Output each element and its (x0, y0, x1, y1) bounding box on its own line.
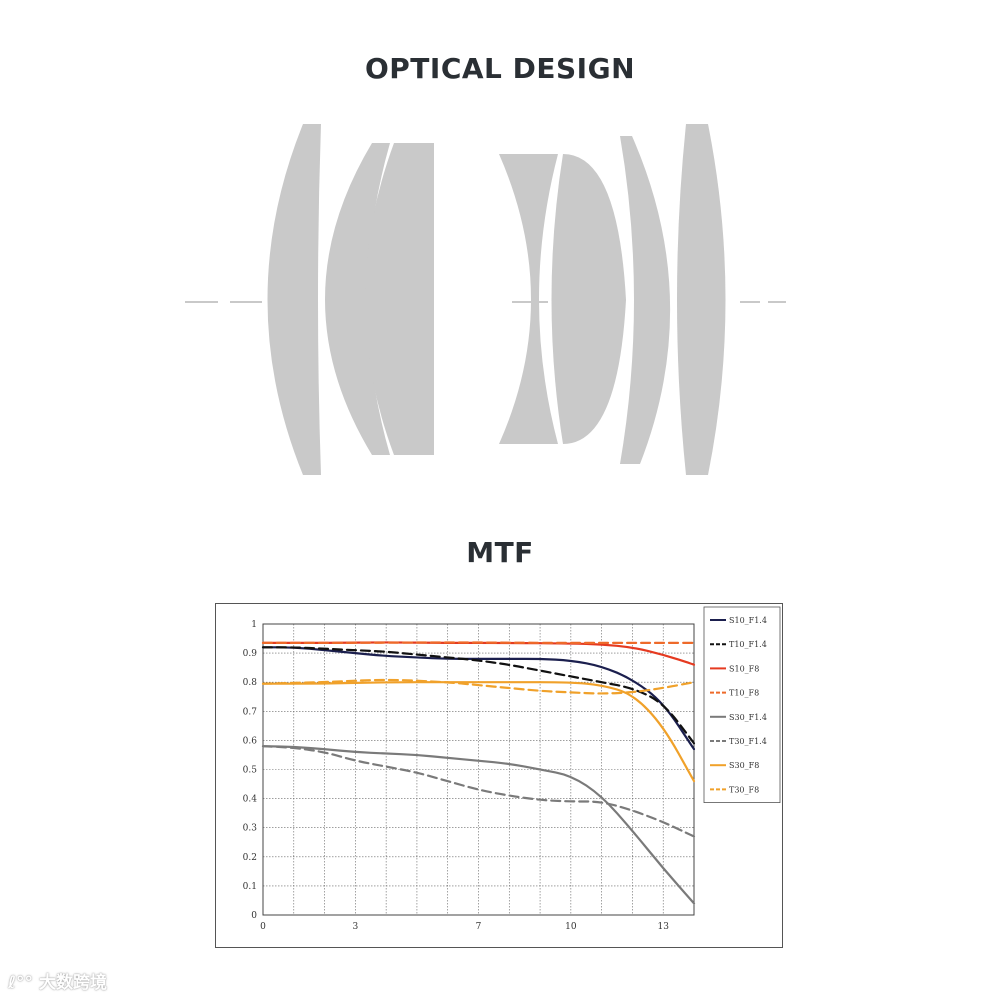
chart-ticks: 00.10.20.30.40.50.60.70.80.910 3 7 10 13 (243, 620, 670, 932)
x-tick-label: 0 (260, 922, 266, 932)
mtf-chart-frame: 0 0.1 0.2 0.3 0.4 0.5 0.6 0.7 0.8 0.9 1 0 3 7 10 13 S10… (215, 603, 783, 948)
series-line-t10-f1-4 (261, 646, 696, 745)
optical-design-title: OPTICAL DESIGN (364, 52, 636, 85)
lens-element-4 (499, 154, 558, 444)
lens-diagram (185, 124, 786, 475)
chart-grid (262, 623, 695, 916)
chart-legend: S10_F1.4 T10_F1.4 S10_F8 T10_F8 S30_F1.4 T30_… (703, 606, 781, 804)
watermark-text: 大数跨境 (38, 973, 107, 993)
mtf-chart: 00.10.20.30.40.50.60.70.80.910 3 7 10 13 S10… (243, 606, 781, 932)
lens-element-7 (677, 124, 726, 475)
series-line-t30-f8 (261, 678, 696, 695)
y-tick-label: 0.1 (243, 882, 257, 892)
legend-box (703, 606, 781, 804)
x-tick-label: 10 (565, 922, 577, 932)
legend-label: T10_F8 (729, 689, 759, 698)
legend-label: T30_F8 (729, 785, 759, 794)
legend-label: S30_F8 (729, 761, 759, 770)
y-tick-label: 0.8 (243, 678, 258, 688)
y-tick-label: 0.3 (243, 824, 258, 834)
lens-element-2 (325, 143, 390, 455)
y-tick-label: 0.9 (243, 649, 258, 659)
chart-series (261, 641, 696, 905)
x-tick-label: 13 (657, 922, 669, 932)
x-tick-label: 7 (476, 922, 482, 932)
y-tick-label: 0.6 (243, 736, 258, 746)
legend-label: T10_F1.4 (729, 640, 767, 649)
x-tick-label: 3 (352, 922, 358, 932)
lens-element-1 (267, 124, 321, 475)
y-tick-label: 0.2 (243, 853, 257, 863)
series-line-s10-f1-4 (261, 646, 696, 751)
y-tick-label: 0.7 (243, 707, 258, 717)
watermark-logo: ℓ°° 大数跨境 (8, 968, 107, 993)
lens-elements (267, 124, 726, 475)
y-tick-label: 0.5 (243, 766, 258, 776)
series-line-t30-f1-4 (261, 745, 696, 838)
lens-element-5 (551, 154, 626, 444)
lens-element-6 (620, 136, 671, 464)
watermark-mark-icon: ℓ°° (8, 973, 34, 993)
lens-element-3 (365, 143, 434, 455)
legend-label: T30_F1.4 (729, 737, 767, 746)
series-line-s30-f8 (261, 681, 696, 783)
plot-border (262, 623, 695, 916)
series-line-s30-f1-4 (261, 745, 696, 905)
mtf-title: MTF (466, 536, 534, 569)
legend-label: S10_F8 (729, 664, 759, 673)
y-tick-label: 0.4 (243, 795, 258, 805)
y-tick-label: 1 (251, 620, 257, 630)
y-tick-label: 0 (251, 911, 257, 921)
legend-label: S30_F1.4 (729, 713, 767, 722)
legend-label: S10_F1.4 (729, 616, 767, 625)
